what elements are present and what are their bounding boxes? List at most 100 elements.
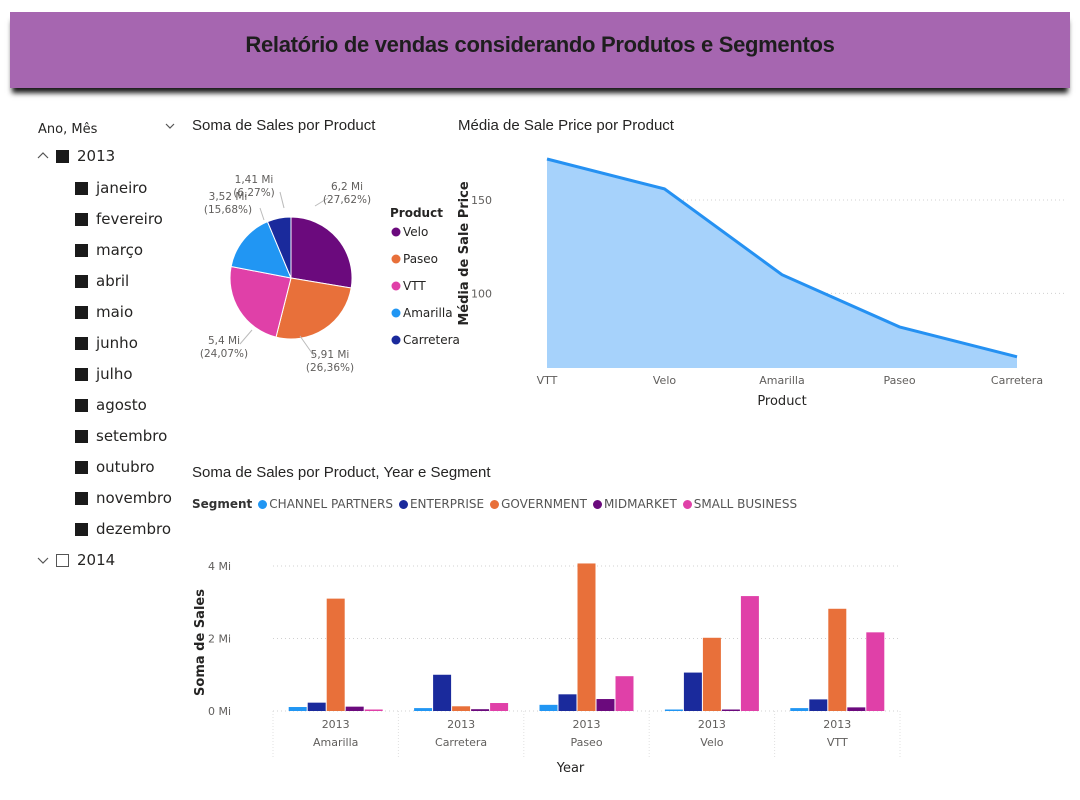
bar-legend-marker: [592, 499, 602, 509]
bar-midmarket-paseo[interactable]: [596, 699, 615, 711]
slicer-month-6[interactable]: julho: [75, 362, 133, 386]
pie-legend-item[interactable]: VTT: [403, 279, 426, 293]
checkbox[interactable]: [75, 181, 88, 195]
slicer-month-8[interactable]: setembro: [75, 424, 167, 448]
slicer-month-0[interactable]: janeiro: [75, 176, 147, 200]
bar-channel-partners-paseo[interactable]: [539, 704, 558, 711]
bar-legend-label: MIDMARKET: [603, 497, 677, 511]
bar-government-velo[interactable]: [702, 637, 721, 711]
pie-slice-velo[interactable]: [290, 216, 353, 289]
pie-slice-vtt[interactable]: [229, 265, 292, 338]
checkbox[interactable]: [75, 367, 88, 381]
bar-y-tick-label: 2 Mi: [208, 633, 231, 646]
checkbox[interactable]: [75, 336, 88, 350]
bar-channel-partners-carretera[interactable]: [414, 708, 433, 711]
pie-data-label-value: 1,41 Mi: [235, 174, 274, 186]
bar-x-category-label: Paseo: [570, 736, 602, 749]
bar-government-amarilla[interactable]: [326, 598, 345, 711]
slicer-month-7[interactable]: agosto: [75, 393, 147, 417]
checkbox[interactable]: [75, 491, 88, 505]
bar-small-business-paseo[interactable]: [615, 676, 634, 711]
checkbox[interactable]: [75, 398, 88, 412]
pie-legend-marker: [391, 281, 401, 291]
area-x-tick-label: Amarilla: [759, 374, 804, 387]
slicer-item-label: fevereiro: [96, 210, 163, 228]
pie-legend-item[interactable]: Amarilla: [403, 306, 453, 320]
checkbox[interactable]: [56, 149, 69, 163]
bar-legend-item[interactable]: SMALL BUSINESS: [682, 497, 797, 511]
pie-slice-amarilla[interactable]: [230, 221, 292, 279]
pie-legend-item[interactable]: Paseo: [403, 252, 438, 266]
area-chart-title: Média de Sale Price por Product: [458, 117, 674, 134]
bar-government-vtt[interactable]: [828, 608, 847, 711]
bar-midmarket-carretera[interactable]: [471, 709, 490, 711]
bar-chart-title: Soma de Sales por Product, Year e Segmen…: [192, 464, 491, 481]
bar-legend-item[interactable]: ENTERPRISE: [398, 497, 485, 511]
checkbox[interactable]: [56, 553, 69, 567]
slicer-month-11[interactable]: dezembro: [75, 517, 171, 541]
slicer-month-9[interactable]: outubro: [75, 455, 155, 479]
pie-legend-item[interactable]: Velo: [403, 225, 428, 239]
slicer-collapse-chevron-icon[interactable]: [163, 118, 177, 132]
checkbox[interactable]: [75, 522, 88, 536]
checkbox[interactable]: [75, 429, 88, 443]
bar-small-business-amarilla[interactable]: [364, 709, 383, 712]
area-series-line[interactable]: [546, 157, 1018, 359]
slicer-year-2013[interactable]: 2013: [36, 144, 115, 168]
bar-channel-partners-velo[interactable]: [664, 709, 683, 712]
area-y-tick-label: 150: [471, 194, 492, 207]
bar-chart[interactable]: 0 Mi 2 Mi 4 Mi 2013 Amarilla 2013 Carretera 201…: [185, 545, 915, 785]
pie-slice-paseo[interactable]: [275, 277, 352, 340]
pie-data-label-pct: (15,68%): [204, 204, 252, 216]
checkbox[interactable]: [75, 212, 88, 226]
bar-x-category-label: Carretera: [435, 736, 487, 749]
slicer-item-label: janeiro: [96, 179, 148, 197]
slicer-year-2014[interactable]: 2014: [36, 548, 115, 572]
checkbox[interactable]: [75, 305, 88, 319]
slicer-month-4[interactable]: maio: [75, 300, 133, 324]
bar-legend-item[interactable]: CHANNEL PARTNERS: [258, 497, 393, 511]
year-month-slicer[interactable]: Ano, Mês: [30, 120, 170, 580]
pie-legend-item[interactable]: Carretera: [403, 333, 460, 347]
slicer-month-3[interactable]: abril: [75, 269, 129, 293]
bar-legend-item[interactable]: GOVERNMENT: [490, 497, 587, 511]
pie-legend-marker: [391, 254, 401, 264]
pie-chart[interactable]: 6,2 Mi(27,62%) 5,91 Mi(26,36%) 5,4 Mi(24,0…: [190, 160, 460, 400]
bar-legend-marker: [490, 499, 500, 509]
bar-enterprise-paseo[interactable]: [558, 694, 577, 711]
area-y-tick-label: 100: [471, 287, 492, 300]
bar-midmarket-vtt[interactable]: [847, 707, 866, 711]
bar-enterprise-amarilla[interactable]: [307, 702, 326, 711]
pie-data-label-value: 6,2 Mi: [331, 181, 363, 193]
bar-enterprise-velo[interactable]: [683, 672, 702, 711]
bar-midmarket-velo[interactable]: [721, 709, 740, 712]
slicer-item-label: 2014: [77, 551, 116, 569]
bar-legend-item[interactable]: MIDMARKET: [592, 497, 677, 511]
checkbox[interactable]: [75, 243, 88, 257]
bar-enterprise-carretera[interactable]: [433, 674, 452, 711]
slicer-month-5[interactable]: junho: [75, 331, 138, 355]
bar-small-business-carretera[interactable]: [490, 703, 509, 711]
chevron-down-icon[interactable]: [36, 553, 50, 567]
slicer-title: Ano, Mês: [38, 122, 98, 137]
checkbox[interactable]: [75, 460, 88, 474]
bar-chart-legend: Segment CHANNEL PARTNERS ENTERPRISE GOVERN…: [192, 497, 803, 511]
bar-government-carretera[interactable]: [452, 706, 471, 711]
slicer-month-2[interactable]: março: [75, 238, 143, 262]
area-chart[interactable]: 100 150 VTT Velo Amarilla Paseo Carretera Produ…: [450, 140, 1065, 420]
chevron-up-icon[interactable]: [36, 149, 50, 163]
bar-legend-label: ENTERPRISE: [409, 497, 485, 511]
bar-midmarket-amarilla[interactable]: [345, 706, 364, 711]
slicer-month-10[interactable]: novembro: [75, 486, 172, 510]
pie-slice-carretera[interactable]: [266, 216, 292, 279]
bar-enterprise-vtt[interactable]: [809, 699, 828, 711]
bar-small-business-velo[interactable]: [740, 596, 759, 711]
checkbox[interactable]: [75, 274, 88, 288]
bar-channel-partners-vtt[interactable]: [790, 708, 809, 711]
bar-channel-partners-amarilla[interactable]: [288, 707, 307, 711]
slicer-month-1[interactable]: fevereiro: [75, 207, 163, 231]
bar-small-business-vtt[interactable]: [866, 632, 885, 711]
pie-data-label-pct: (24,07%): [200, 348, 248, 360]
area-x-tick-label: Carretera: [991, 374, 1043, 387]
bar-government-paseo[interactable]: [577, 563, 596, 711]
